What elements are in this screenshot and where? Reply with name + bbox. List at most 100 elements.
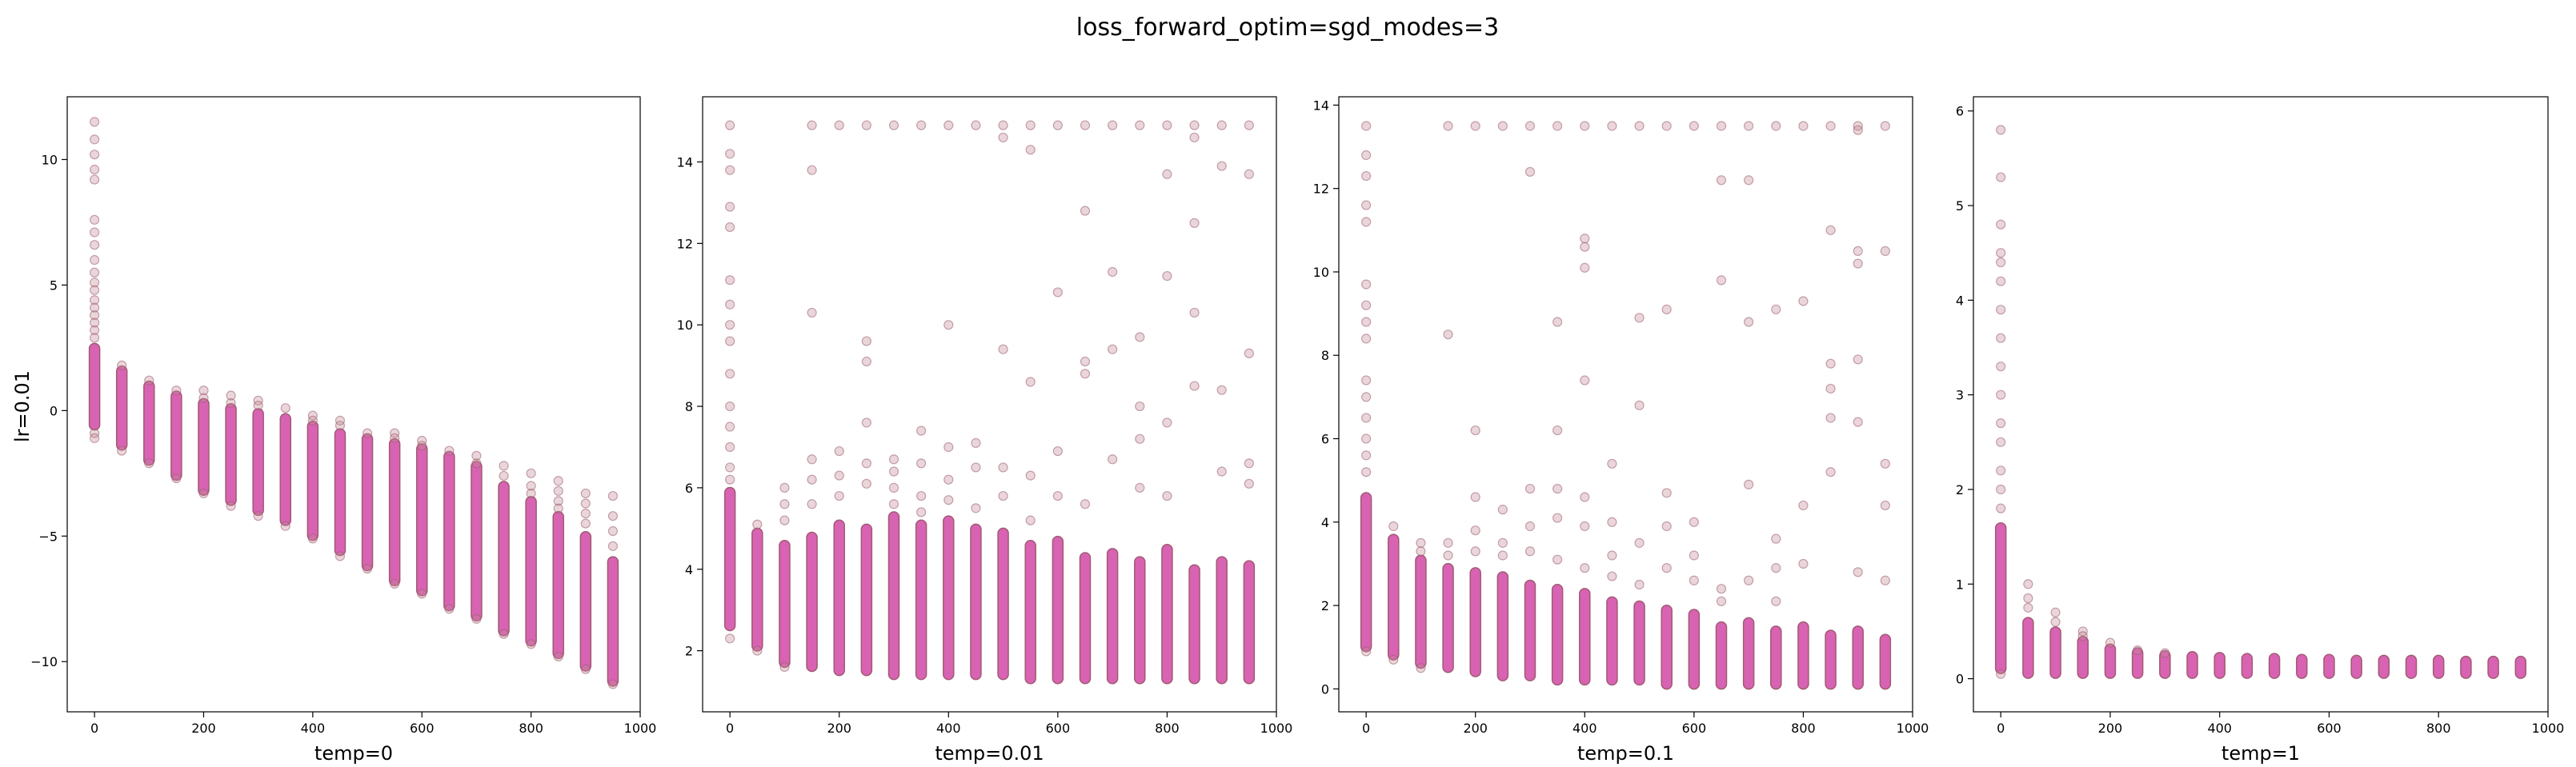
data-point [89, 285, 100, 295]
data-point [943, 495, 954, 505]
data-point [1996, 276, 2006, 286]
x-tick-label: 800 [1155, 721, 1180, 736]
data-point [1607, 517, 1617, 527]
data-band [2378, 654, 2390, 679]
data-point [998, 462, 1008, 473]
figure-title: loss_forward_optim=sgd_modes=3 [1076, 14, 1499, 42]
data-band [751, 527, 763, 652]
y-tick-label: 1 [1956, 577, 1964, 592]
x-tick-label: 600 [410, 721, 435, 736]
subplot-3: 0 200 400 600 800 1000 0 2 4 6 8 10 12 14 temp=0.1 [1313, 96, 1929, 765]
data-point [888, 466, 899, 477]
data-band [2432, 654, 2445, 679]
data-point [861, 417, 871, 428]
data-point [1416, 546, 1426, 557]
data-band [1079, 552, 1092, 685]
data-point [362, 428, 373, 438]
data-point [1497, 537, 1508, 548]
data-band [2514, 655, 2527, 679]
data-point [1661, 304, 1672, 314]
data-point [171, 385, 182, 396]
y-tick-label: 6 [685, 481, 693, 496]
data-band [252, 408, 264, 517]
data-point [725, 275, 735, 286]
data-band [361, 433, 374, 572]
data-point [417, 589, 427, 599]
data-point [1996, 125, 2006, 135]
data-point [1825, 121, 1836, 131]
data-point [390, 578, 400, 589]
data-point [1497, 505, 1508, 515]
data-band [1442, 562, 1454, 673]
data-point [1771, 563, 1781, 573]
data-point [888, 454, 899, 465]
x-axis-label: temp=0.01 [935, 742, 1044, 765]
data-point [1108, 120, 1118, 130]
y-tick-label: 0 [1956, 672, 1964, 687]
data-point [580, 508, 591, 519]
data-point [1798, 500, 1809, 511]
x-tick-label: 600 [1046, 721, 1071, 736]
data-band [1879, 633, 1892, 690]
data-point [2160, 648, 2170, 658]
data-point [1580, 375, 1590, 385]
data-point [1388, 521, 1399, 532]
x-axis-label: temp=0 [314, 742, 393, 765]
x-tick-label: 800 [1791, 721, 1816, 736]
plot-frame [702, 96, 1277, 713]
data-point [444, 445, 455, 456]
y-tick-label: 0 [1321, 681, 1329, 697]
data-point [834, 490, 844, 501]
data-point [89, 174, 100, 185]
data-point [89, 310, 100, 321]
y-tick-label: 6 [1956, 104, 1964, 119]
data-band [779, 539, 791, 669]
plot-frame [66, 96, 641, 713]
data-band [225, 402, 237, 506]
data-band [2487, 655, 2499, 679]
data-band [2049, 626, 2061, 679]
data-point [253, 511, 263, 521]
data-point [335, 415, 346, 426]
data-band [88, 342, 101, 431]
data-point [1470, 492, 1480, 502]
data-point [1996, 362, 2006, 372]
data-point [117, 445, 127, 456]
data-point [861, 356, 871, 367]
data-point [1244, 478, 1254, 489]
data-point [1244, 348, 1254, 358]
data-point [1996, 418, 2006, 429]
data-point [1825, 383, 1836, 394]
y-tick-label: 8 [685, 399, 693, 414]
y-tick-label: 10 [677, 318, 693, 333]
data-point [1025, 515, 1036, 525]
y-tick-label: 14 [677, 154, 693, 170]
data-point [1744, 479, 1754, 489]
y-tick-label: 4 [1956, 293, 1964, 308]
data-point [1580, 492, 1590, 502]
data-point [526, 481, 536, 491]
data-point [2023, 579, 2033, 589]
data-point [1388, 654, 1399, 665]
data-point [280, 521, 290, 531]
data-point [580, 664, 591, 674]
data-point [1996, 257, 2006, 268]
y-tick-label: 14 [1313, 98, 1329, 113]
data-point [89, 117, 100, 127]
x-tick-label: 800 [2426, 721, 2451, 736]
data-band [833, 519, 845, 677]
data-point [1080, 499, 1091, 509]
y-tick-label: 2 [685, 644, 693, 659]
data-band [1243, 560, 1256, 685]
x-tick-label: 1000 [1260, 721, 1293, 736]
data-point [1825, 413, 1836, 423]
data-point [226, 390, 236, 401]
data-point [1361, 467, 1372, 477]
data-point [861, 478, 871, 489]
data-point [888, 482, 899, 493]
data-point [471, 613, 482, 624]
data-band [198, 397, 210, 497]
data-point [998, 132, 1008, 143]
data-point [943, 120, 954, 130]
data-band [943, 515, 955, 681]
